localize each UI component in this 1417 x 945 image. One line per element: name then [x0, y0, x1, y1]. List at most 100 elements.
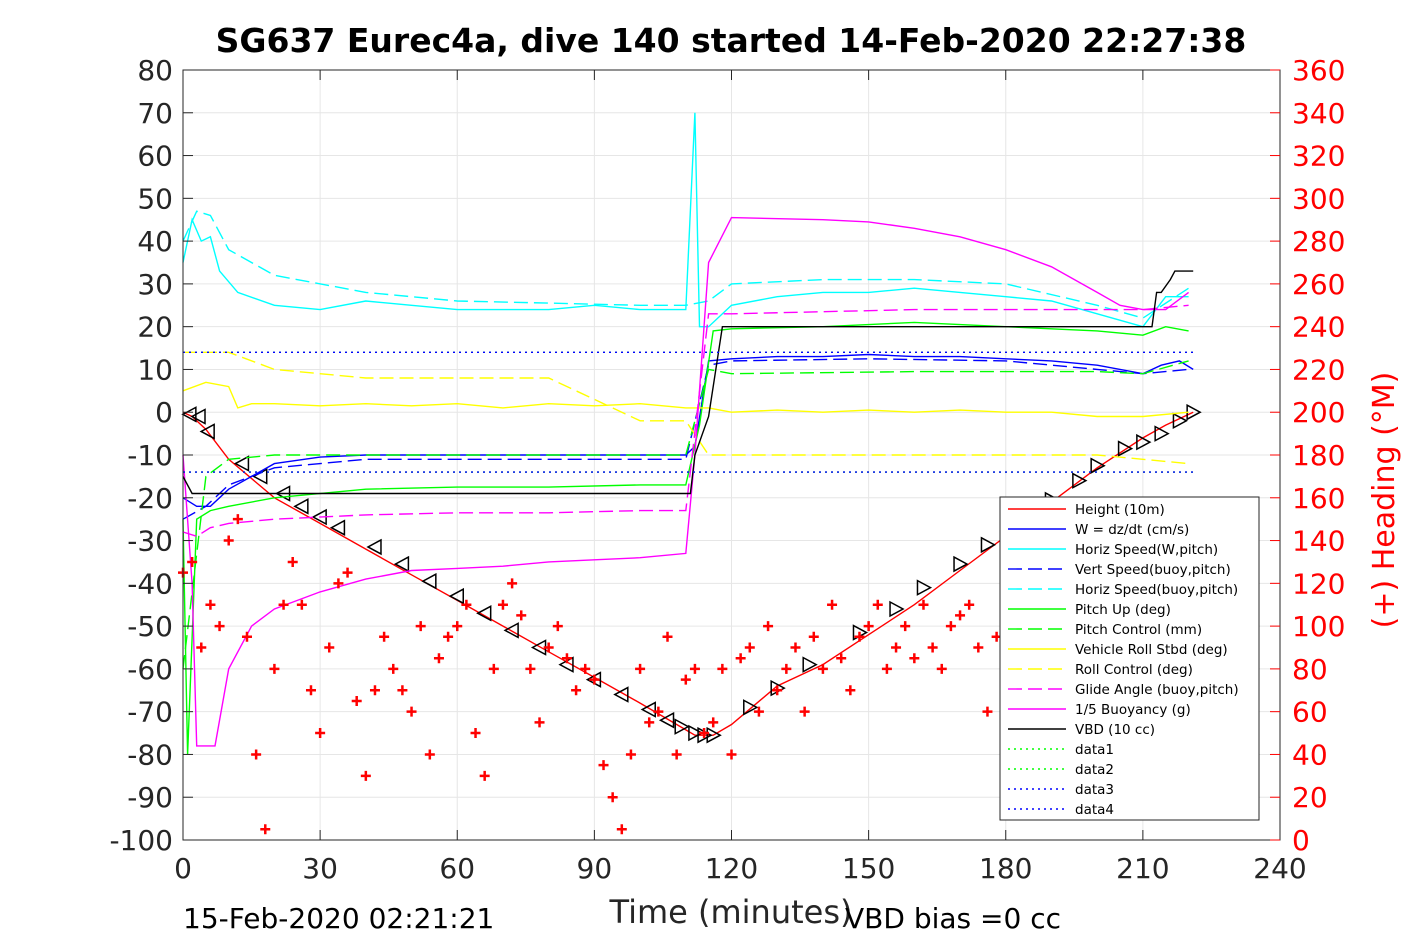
- height-marker: [1154, 425, 1170, 442]
- x-tick-label: 0: [174, 852, 192, 885]
- heading-point: [388, 663, 399, 674]
- heading-point: [635, 663, 646, 674]
- heading-point: [790, 642, 801, 653]
- height-marker: [640, 701, 656, 718]
- y-left-tick-label: -20: [127, 482, 173, 515]
- y-right-tick-label: 340: [1292, 97, 1345, 130]
- series-pitch-control-mm-line: [182, 360, 1189, 669]
- heading-point: [351, 695, 362, 706]
- heading-point: [625, 749, 636, 760]
- heading-point: [662, 631, 673, 642]
- legend-entry-label: Roll Control (deg): [1075, 662, 1193, 678]
- y-left-tick-label: -50: [127, 610, 173, 643]
- heading-point: [452, 621, 463, 632]
- heading-point: [287, 556, 298, 567]
- series-heading: [178, 514, 1011, 835]
- heading-point: [534, 717, 545, 728]
- series-horiz-speed-w-pitch: [182, 112, 1189, 328]
- height-marker: [674, 718, 690, 735]
- height-marker: [802, 656, 818, 673]
- legend-entry-label: data2: [1075, 762, 1114, 778]
- height-marker: [476, 605, 492, 622]
- series-glide-angle-buoy-pitch: [182, 304, 1189, 538]
- heading-point: [854, 631, 865, 642]
- height-marker: [1136, 433, 1152, 451]
- heading-point: [827, 599, 838, 610]
- y-right-tick-label: 220: [1292, 353, 1345, 386]
- heading-point: [945, 621, 956, 632]
- x-tick-label: 60: [439, 852, 475, 885]
- y-left-tick-label: 60: [137, 140, 173, 173]
- heading-point: [671, 749, 682, 760]
- footer-vbd-bias: VBD bias =0 cc: [845, 902, 1061, 935]
- heading-point: [433, 653, 444, 664]
- heading-point: [589, 674, 600, 685]
- heading-point: [342, 567, 353, 578]
- heading-point: [900, 621, 911, 632]
- heading-point: [817, 663, 828, 674]
- y-left-tick-label: 50: [137, 182, 173, 215]
- heading-point: [973, 642, 984, 653]
- legend-entry-label: data4: [1075, 802, 1114, 818]
- x-tick-label: 120: [705, 852, 758, 885]
- height-marker: [1090, 457, 1106, 474]
- heading-point: [525, 663, 536, 674]
- y-right-tick-label: 40: [1292, 738, 1328, 771]
- y-right-tick-label: 280: [1292, 225, 1345, 258]
- series-horiz-speed-buoy-pitch: [182, 210, 1189, 319]
- height-marker: [199, 423, 215, 440]
- legend-entry-label: W = dz/dt (cm/s): [1075, 522, 1189, 538]
- heading-point: [891, 642, 902, 653]
- y-right-tick-label: 320: [1292, 140, 1345, 173]
- heading-point: [488, 663, 499, 674]
- y-left-tick-label: -40: [127, 567, 173, 600]
- heading-point: [735, 653, 746, 664]
- heading-point: [241, 631, 252, 642]
- heading-point: [324, 642, 335, 653]
- height-marker: [613, 686, 629, 703]
- heading-point: [269, 663, 280, 674]
- heading-point: [964, 599, 975, 610]
- height-marker: [980, 536, 997, 554]
- heading-point: [927, 642, 938, 653]
- height-marker: [293, 498, 309, 515]
- heading-point: [726, 749, 737, 760]
- y-left-tick-label: -30: [127, 525, 173, 558]
- y-left-tick-label: -10: [127, 439, 173, 472]
- series-layer: [178, 112, 1202, 835]
- y-right-tick-label: 60: [1292, 696, 1328, 729]
- series-roll-control-deg: [183, 351, 1189, 465]
- heading-point: [315, 728, 326, 739]
- series-vehicle-roll-stbd-deg-line: [182, 381, 1189, 418]
- heading-point: [918, 599, 929, 610]
- y-right-tick-label: 140: [1292, 525, 1345, 558]
- heading-point: [772, 685, 783, 696]
- heading-point: [699, 728, 710, 739]
- height-marker: [190, 408, 206, 425]
- heading-point: [205, 599, 216, 610]
- y-right-tick-label: 80: [1292, 653, 1328, 686]
- heading-point: [305, 685, 316, 696]
- heading-point: [561, 653, 572, 664]
- heading-point: [214, 621, 225, 632]
- height-marker: [233, 455, 250, 472]
- series-vehicle-roll-stbd-deg: [182, 381, 1189, 418]
- heading-point: [479, 770, 490, 781]
- y-right-tick-label: 360: [1292, 54, 1345, 87]
- legend-box: [999, 496, 1260, 821]
- y-left-tick-label: 80: [137, 54, 173, 87]
- series-vert-speed-buoy-pitch: [182, 358, 1189, 520]
- series-w-dz-dt-cm-s-line: [182, 353, 1194, 507]
- y-left-tick-label: 20: [137, 311, 173, 344]
- heading-point: [836, 653, 847, 664]
- y-left-tick-label: 40: [137, 225, 173, 258]
- legend-entry-label: Height (10m): [1075, 502, 1165, 518]
- heading-point: [296, 599, 307, 610]
- x-axis-label: Time (minutes): [609, 893, 853, 931]
- height-marker: [503, 622, 519, 639]
- y-right-tick-label: 260: [1292, 268, 1345, 301]
- height-marker: [421, 572, 437, 590]
- heading-point: [808, 631, 819, 642]
- legend-entry-label: VBD (10 cc): [1075, 722, 1155, 738]
- height-marker: [329, 519, 346, 536]
